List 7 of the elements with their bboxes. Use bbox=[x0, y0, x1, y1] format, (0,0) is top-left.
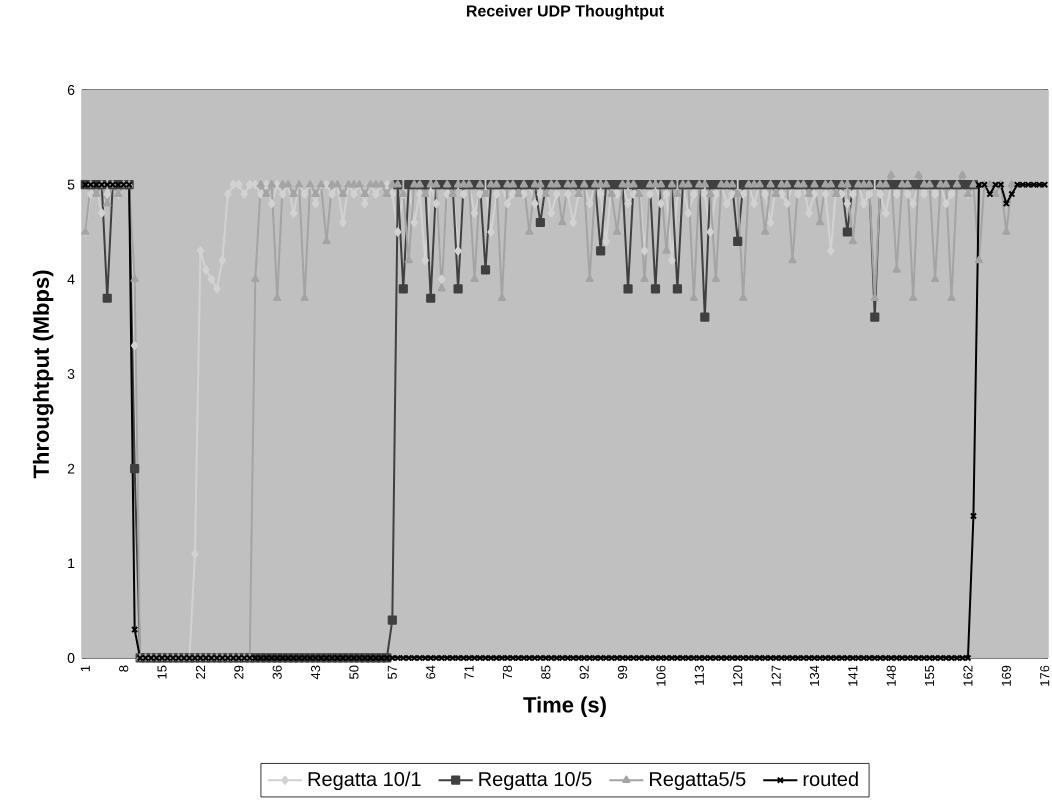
legend-label: Regatta 10/1 bbox=[308, 771, 421, 791]
chart-title: Receiver UDP Thoughtput bbox=[466, 4, 664, 20]
legend-label: Regatta 10/5 bbox=[479, 771, 592, 791]
y-axis-title: Throughtput (Mbps) bbox=[32, 270, 54, 479]
x-axis-title: Time (s) bbox=[523, 696, 606, 717]
legend-label: Regatta5/5 bbox=[650, 771, 746, 791]
legend-label: routed bbox=[803, 771, 858, 787]
